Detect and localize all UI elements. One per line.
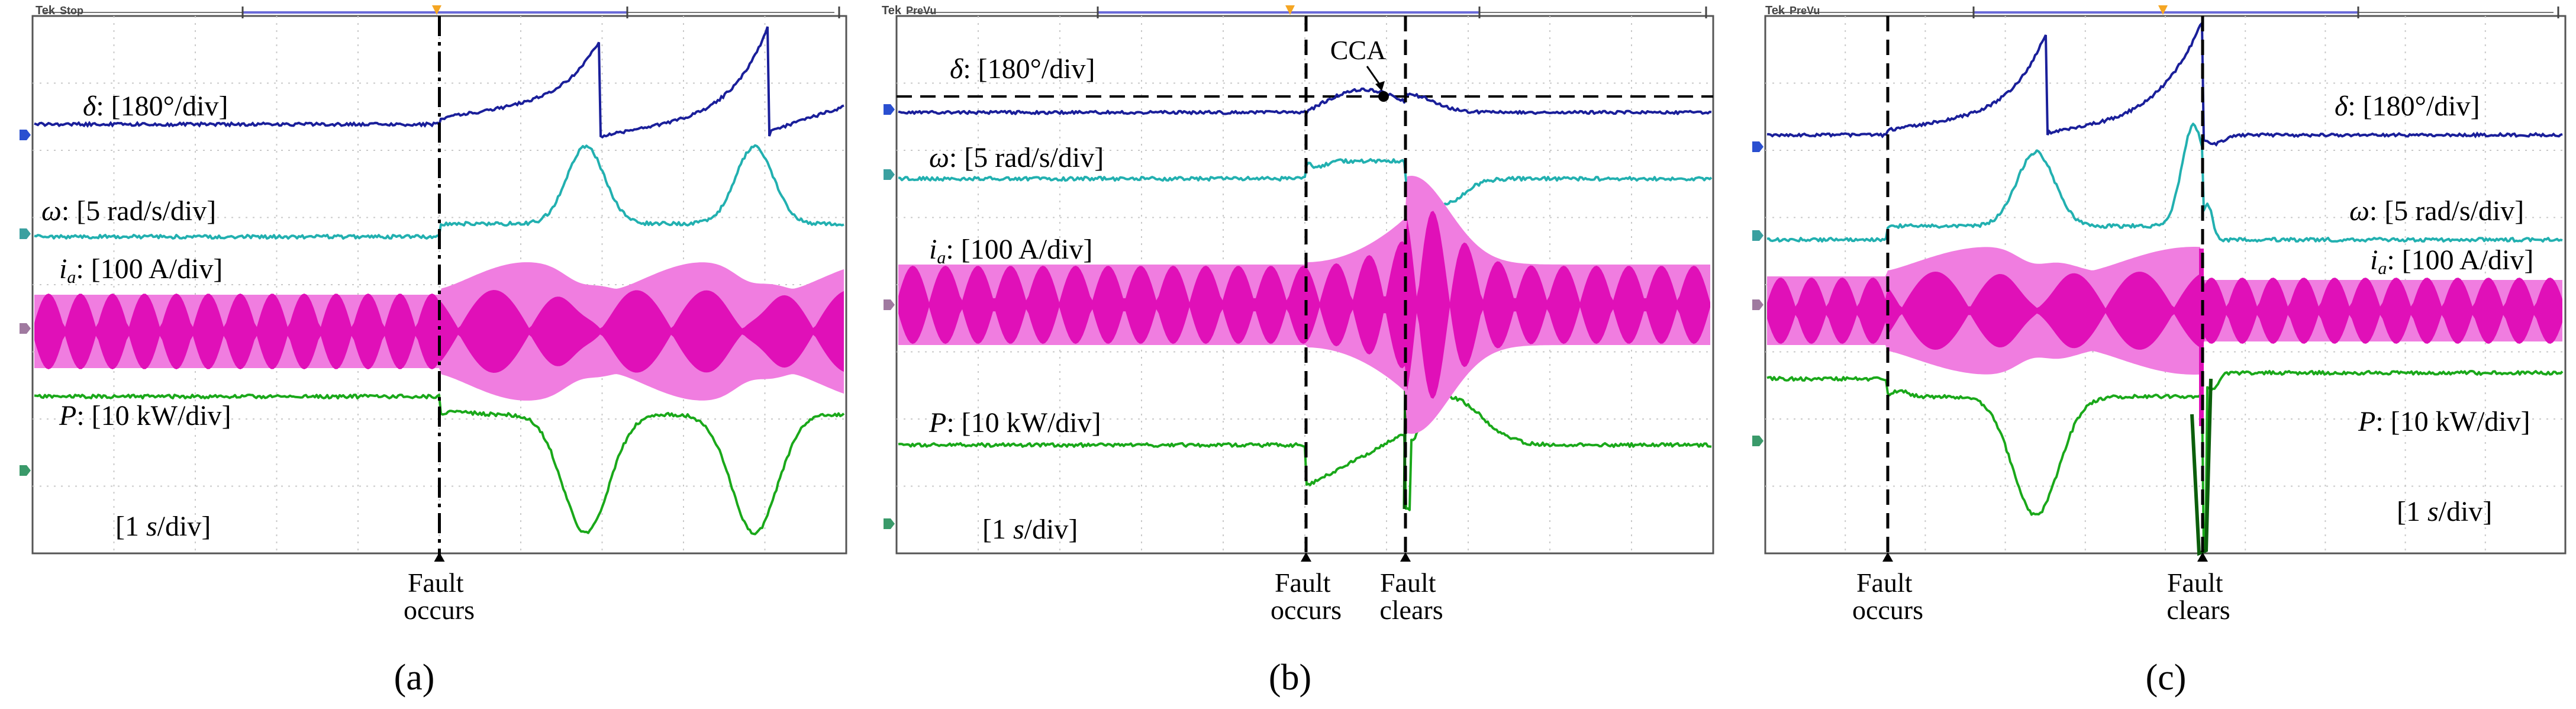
phase-current-envelope [1767,272,2562,350]
scope-top-bar [44,5,840,18]
channel-1-marker [884,104,895,115]
fault-occurs-line-arrow [434,552,445,562]
omega-speed-trace [1766,123,2563,243]
channel-4-marker [884,518,895,529]
current-label: ia: [100 A/div] [59,253,223,287]
power-label: P: [10 kW/div] [928,407,1101,439]
subplot-label: (a) [394,658,435,698]
delta-angle-trace [1766,20,2563,147]
channel-labels: δ: [180°/div] ω: [5 rad/s/div] ia: [100 … [928,53,1104,545]
signal-traces [1766,20,2564,556]
omega-speed-trace [898,158,1713,208]
channel-2-marker [20,228,31,239]
power-trace [34,394,845,536]
channel-2-marker [1752,230,1763,241]
trigger-position-marker [2158,5,2168,15]
channel-4-marker [20,465,31,476]
trigger-position-marker [432,5,441,15]
channel-2-marker [884,169,895,180]
scope-brand-text: Tek [882,4,902,17]
delta-angle-trace [34,26,844,139]
omega-label: ω: [5 rad/s/div] [41,195,216,227]
trigger-position-marker [1285,5,1295,15]
scope-panel-a: Tek Stop δ: [180°/div] ω: [5 rad/s/div] … [20,4,847,698]
delta-label: δ: [180°/div] [2335,91,2480,122]
power-label: P: [10 kW/div] [59,400,231,431]
scope-grid [897,16,1713,553]
delta-label: δ: [180°/div] [950,53,1095,85]
channel-1-marker [20,130,31,140]
scope-header-status: PreVu [1790,5,1820,17]
omega-label: ω: [5 rad/s/div] [929,142,1104,173]
scope-top-bar [908,5,1707,18]
fault-occurs-label: Fault occurs [1271,568,1342,625]
phase-current-envelope [34,290,844,373]
fault-occurs-label: Fault occurs [1852,568,1923,625]
delta-label: δ: [180°/div] [83,91,228,122]
current-label: ia: [100 A/div] [2370,244,2533,278]
fault-occurs-line-arrow [1301,552,1311,562]
channel-markers [1752,141,1763,446]
channel-markers [884,104,895,529]
current-label: ia: [100 A/div] [929,234,1092,268]
omega-label: ω: [5 rad/s/div] [2349,195,2524,227]
fault-occurs-label: Fault occurs [404,568,475,625]
time-scale-label: [1 s/div] [2397,496,2492,527]
fault-clears-line-arrow [1400,552,1411,562]
channel-labels: δ: [180°/div] ω: [5 rad/s/div] ia: [100 … [41,91,231,542]
fault-markers [434,16,445,562]
scope-top-bar [1777,5,2559,18]
fault-clears-label: Fault clears [2166,568,2230,625]
fault-clears-label: Fault clears [1379,568,1443,625]
channel-3-marker [20,323,31,334]
time-scale-label: [1 s/div] [982,514,1078,545]
subplot-label: (b) [1269,658,1311,698]
scope-panel-c: Tek PreVu δ: [180°/div] ω: [5 rad/s/div]… [1752,4,2567,698]
phase-current-envelope [898,211,1710,399]
fault-occurs-line-arrow [1882,552,1893,562]
scope-grid [1765,16,2565,553]
channel-markers [20,130,31,476]
channel-4-marker [1752,436,1763,446]
scope-panel-b: Tek PreVu δ: [180°/div] ω: [5 rad/s/div]… [882,4,1714,698]
channel-1-marker [1752,141,1763,152]
fault-markers [1301,16,1411,562]
power-trace [1766,370,2564,553]
channel-labels: δ: [180°/div] ω: [5 rad/s/div] ia: [100 … [2335,91,2533,527]
scope-header-status: PreVu [906,5,936,17]
cca-point [1378,91,1389,102]
scope-brand-text: Tek [36,4,56,17]
cca-arrowhead [1375,81,1385,91]
channel-3-marker [1752,299,1763,310]
cca-label: CCA [1330,35,1387,65]
scope-header-status: Stop [60,5,83,17]
fault-clears-line-arrow [2197,552,2208,562]
time-scale-label: [1 s/div] [115,511,211,542]
subplot-label: (c) [2146,658,2187,698]
fault-markers [1882,16,2208,562]
signal-traces [34,26,845,536]
scope-brand-text: Tek [1765,4,1785,17]
channel-3-marker [884,299,895,310]
power-label: P: [10 kW/div] [2358,406,2530,437]
